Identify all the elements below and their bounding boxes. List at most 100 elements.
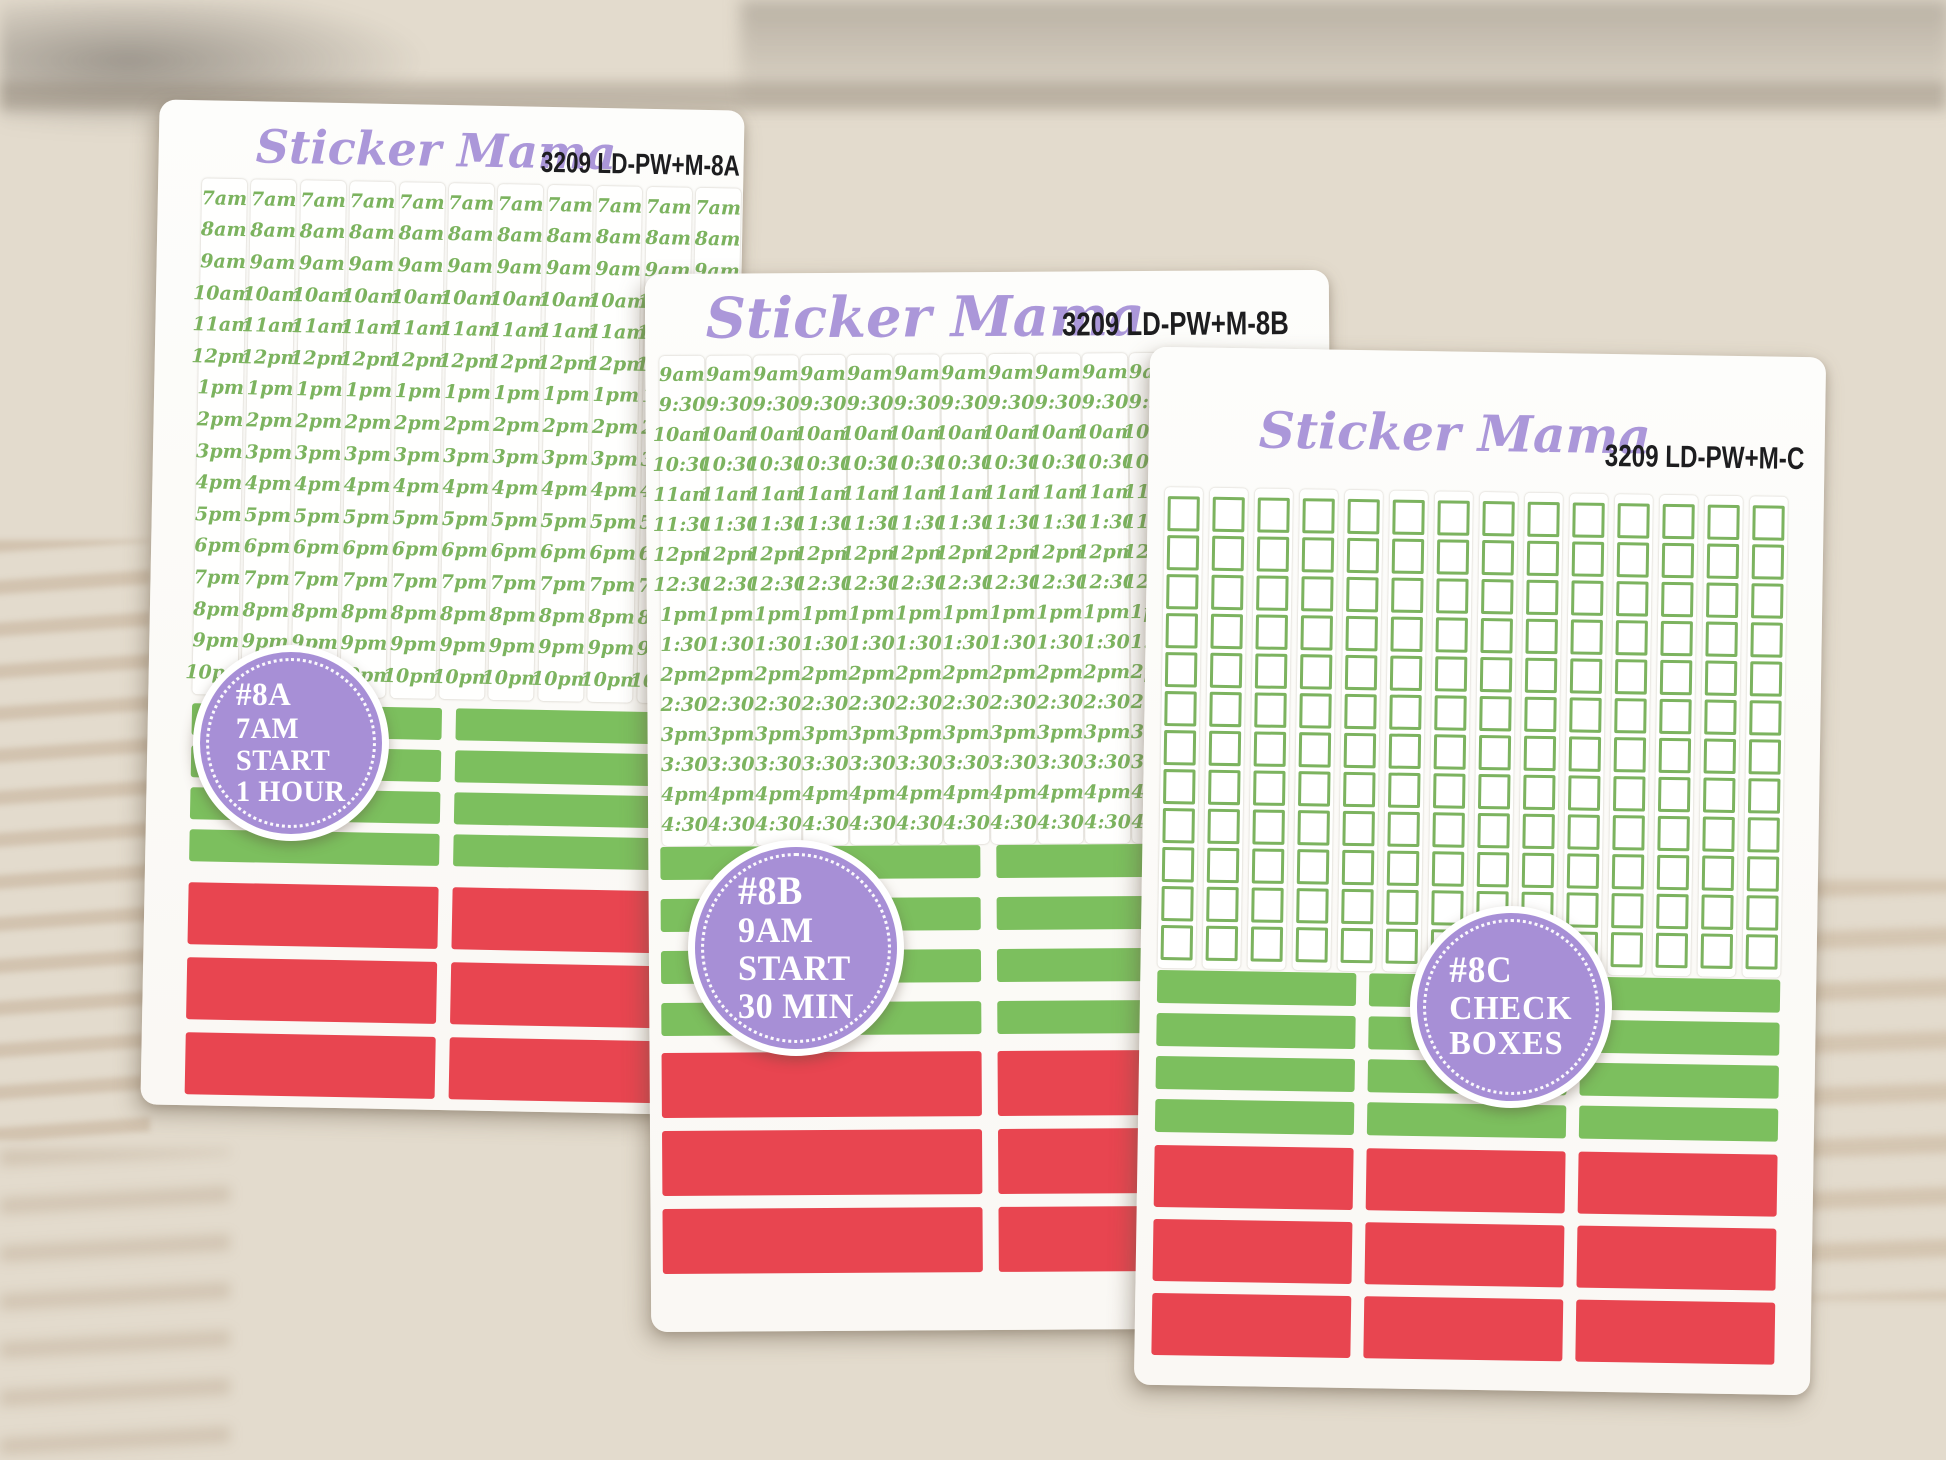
- checkbox-sticker: [1476, 851, 1510, 888]
- time-label: 2:30: [754, 693, 802, 716]
- green-sticker: [1156, 1012, 1356, 1050]
- time-label: 2pm: [1036, 661, 1084, 684]
- checkbox-sticker: [1479, 656, 1513, 693]
- time-label: 4pm: [195, 471, 243, 495]
- checkbox-sticker: [1166, 574, 1199, 610]
- time-label: 10am: [341, 284, 401, 308]
- time-label: 4:30: [802, 812, 850, 836]
- checkbox-sticker: [1344, 654, 1378, 691]
- checkbox-sticker: [1702, 777, 1736, 813]
- checkbox-sticker: [1252, 809, 1285, 845]
- time-label: 2pm: [394, 411, 442, 435]
- checkbox-sticker: [1747, 817, 1780, 853]
- time-label: 12pm: [191, 344, 252, 369]
- time-label: 9am: [847, 362, 893, 385]
- checkbox-sticker: [1432, 773, 1466, 809]
- checkbox-sticker: [1658, 737, 1692, 774]
- red-sticker: [662, 1207, 983, 1275]
- time-label: 11am: [700, 483, 760, 506]
- time-label: 9:30: [987, 391, 1035, 415]
- time-label: 3pm: [344, 442, 392, 466]
- time-label: 4pm: [590, 478, 638, 502]
- checkbox-sticker: [1479, 695, 1512, 732]
- time-label: 8am: [250, 219, 297, 243]
- red-sticker: [1365, 1148, 1566, 1214]
- checkbox-sticker: [1656, 854, 1690, 891]
- time-label: 8pm: [242, 598, 290, 622]
- time-label: 9am: [545, 256, 592, 280]
- time-label: 1pm: [542, 383, 590, 407]
- time-label: 11am: [747, 483, 807, 506]
- checkbox-sticker: [1390, 616, 1423, 653]
- time-label: 4:30: [708, 813, 756, 836]
- time-label: 9am: [200, 250, 247, 274]
- badge-text-line: #8C: [1449, 949, 1513, 991]
- checkbox-sticker: [1524, 657, 1558, 694]
- time-label: 11:30: [840, 512, 901, 535]
- checkbox-sticker-strip: [1292, 489, 1338, 971]
- checkbox-sticker: [1477, 812, 1510, 849]
- time-label: 1pm: [295, 378, 343, 402]
- checkbox-sticker-strip: [1742, 496, 1788, 978]
- time-label: 1pm: [988, 601, 1036, 625]
- checkbox-sticker: [1748, 739, 1782, 775]
- time-sticker-strip: 7am 8am 9am 10am 11am 12pm 1pm 2pm 3pm 4pm 5pm 6pm 7…: [234, 179, 302, 696]
- time-label: 12:30: [888, 572, 949, 595]
- time-label: 3:30: [989, 751, 1037, 774]
- checkbox-sticker: [1387, 811, 1420, 848]
- time-label: 9am: [348, 253, 395, 276]
- checkbox-sticker: [1346, 537, 1380, 574]
- checkbox-sticker: [1478, 734, 1512, 771]
- time-label: 2:30: [1036, 691, 1084, 714]
- time-label: 9am: [446, 255, 494, 278]
- checkbox-sticker: [1751, 544, 1785, 580]
- time-label: 3:30: [895, 752, 943, 775]
- checkbox-sticker: [1612, 815, 1645, 851]
- checkbox-sticker: [1480, 617, 1513, 654]
- time-label: 9am: [800, 362, 846, 386]
- time-label: 4:30: [896, 812, 944, 835]
- time-label: 5pm: [293, 504, 341, 528]
- time-label: 7pm: [292, 568, 340, 591]
- time-label: 5pm: [491, 508, 539, 532]
- checkbox-sticker: [1436, 539, 1470, 575]
- time-label: 3pm: [442, 444, 490, 468]
- checkbox-sticker: [1659, 659, 1693, 696]
- time-label: 7pm: [440, 570, 488, 594]
- time-label: 3pm: [942, 722, 990, 745]
- time-label: 10:30: [981, 451, 1042, 475]
- badge-text-line: CHECK: [1449, 989, 1573, 1027]
- checkbox-sticker: [1166, 535, 1200, 571]
- checkbox-sticker: [1254, 692, 1287, 728]
- time-label: 5pm: [589, 510, 637, 534]
- checkbox-sticker: [1526, 579, 1559, 616]
- time-label: 8pm: [291, 599, 339, 623]
- time-label: 2:30: [848, 692, 896, 715]
- time-label: 4:30: [990, 811, 1038, 834]
- green-sticker: [1366, 1102, 1567, 1139]
- time-label: 4pm: [708, 783, 755, 806]
- time-label: 8am: [496, 224, 544, 248]
- time-label: 8pm: [489, 603, 537, 627]
- checkbox-sticker: [1701, 855, 1735, 891]
- time-label: 4pm: [1084, 781, 1131, 804]
- checkbox-sticker: [1342, 810, 1375, 847]
- time-label: 9am: [595, 257, 642, 281]
- time-label: 9pm: [439, 634, 487, 657]
- checkbox-sticker: [1205, 925, 1239, 962]
- time-label: 12pm: [981, 541, 1042, 565]
- checkbox-sticker: [1431, 851, 1465, 887]
- checkbox-sticker: [1746, 895, 1779, 931]
- time-label: 12:30: [700, 573, 761, 596]
- time-sticker-strip: 7am 8am 9am 10am 11am 12pm 1pm 2pm 3pm 4pm 5pm 6pm 7…: [432, 183, 499, 700]
- time-label: 6pm: [441, 539, 489, 563]
- time-label: 6pm: [194, 534, 242, 558]
- checkbox-sticker: [1340, 927, 1374, 964]
- checkbox-sticker: [1386, 850, 1420, 887]
- wood-grain-streak: [740, 0, 1946, 120]
- time-label: 1pm: [1082, 601, 1130, 624]
- time-label: 12pm: [934, 541, 995, 565]
- time-label: 12:30: [653, 573, 714, 597]
- time-sticker-strip: 7am 8am 9am 10am 11am 12pm 1pm 2pm 3pm 4pm 5pm 6pm 7…: [531, 184, 598, 702]
- checkbox-sticker: [1212, 496, 1245, 533]
